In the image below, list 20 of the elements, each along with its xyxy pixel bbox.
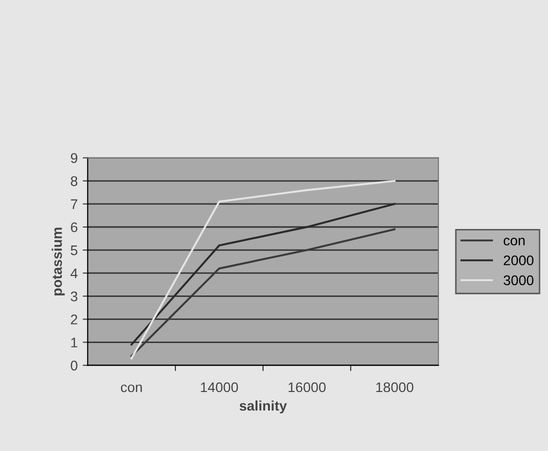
y-tick-label: 9 — [70, 153, 78, 164]
x-tick-label: 14000 — [200, 382, 238, 392]
y-tick-label: 7 — [70, 199, 78, 209]
legend-label: 2000 — [504, 255, 534, 266]
y-axis-title: potassium — [52, 228, 65, 296]
x-tick-label: 16000 — [288, 382, 326, 392]
y-tick-label: 0 — [70, 360, 78, 370]
y-tick-label: 1 — [71, 338, 78, 348]
line-series — [130, 180, 396, 360]
y-tick-label: 5 — [70, 246, 78, 256]
y-tick-label: 4 — [70, 268, 78, 278]
legend-label: 3000 — [504, 275, 534, 286]
y-tick-label: 6 — [70, 222, 78, 232]
x-tick-label: 18000 — [376, 382, 414, 392]
legend-label: con — [504, 238, 525, 246]
y-tick-label: 3 — [70, 291, 78, 302]
x-axis-title: salinity — [240, 400, 287, 414]
x-tick-label: con — [120, 384, 142, 392]
y-tick-label: 8 — [70, 176, 78, 186]
y-tick-label: 2 — [70, 314, 78, 324]
